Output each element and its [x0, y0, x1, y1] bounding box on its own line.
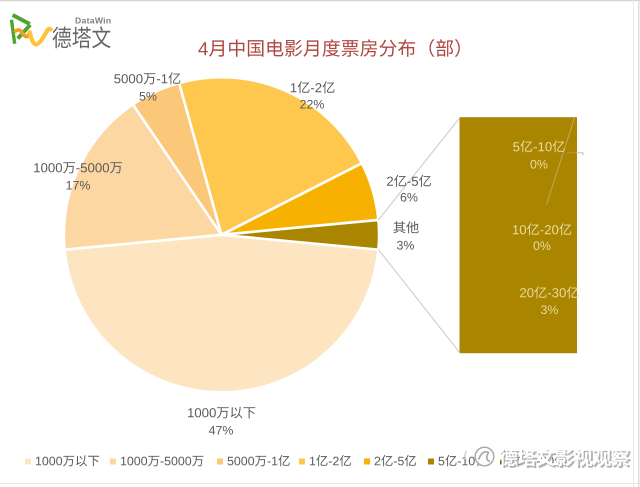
svg-text:DataWin: DataWin: [75, 16, 111, 26]
